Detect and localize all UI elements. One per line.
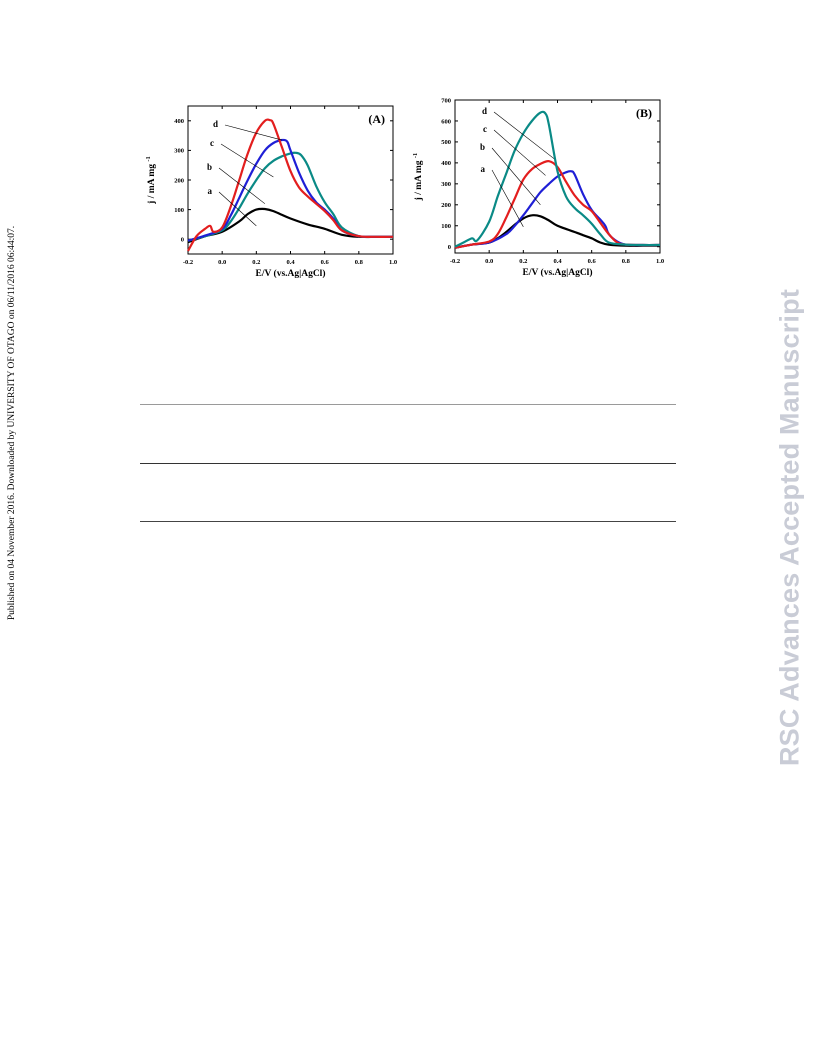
x-tick-label: 0.2 [252,259,260,266]
publication-stamp: Published on 04 November 2016. Downloade… [7,225,17,621]
annotation-label-d: d [213,119,218,129]
table-top-rule [140,404,676,405]
y-tick-label: 0 [181,237,184,244]
annotation-label-c: c [210,138,214,148]
y-tick-label: 100 [441,223,451,230]
annotation-pointer-b [491,147,541,205]
annotation-pointer-c [493,129,546,176]
x-tick-label: 0.4 [286,259,295,266]
x-tick-label: 0.0 [485,258,493,265]
x-tick-label: 0.2 [519,258,527,265]
annotation-pointer-c [220,143,274,178]
x-tick-label: 0.6 [588,258,597,265]
x-axis-label: E/V (vs.Ag|AgCl) [522,267,592,278]
y-tick-label: 400 [441,160,451,167]
y-tick-label: 700 [441,97,451,104]
x-tick-label: 0.8 [355,259,364,266]
journal-watermark: RSC Advances Accepted Manuscript [774,288,805,767]
table-header-rule [140,463,676,464]
y-tick-label: 100 [174,207,184,214]
series-line-d [187,118,394,252]
y-tick-label: 300 [174,148,184,155]
annotation-label-a: a [481,164,486,174]
annotation-label-b: b [480,142,485,152]
annotation-pointer-d [224,124,283,141]
y-tick-label: 200 [174,177,184,184]
y-tick-label: 500 [441,139,451,146]
series-line-b [187,151,394,242]
x-tick-label: 1.0 [656,258,664,265]
y-tick-label: 600 [441,118,451,125]
x-axis-label: E/V (vs.Ag|AgCl) [255,268,325,279]
y-axis-label: j / mA mg -1 [145,156,157,205]
series-line-d [454,110,661,248]
x-tick-label: 0.4 [553,258,562,265]
series-line-b [454,170,661,249]
annotation-label-b: b [207,162,212,172]
series-line-a [187,207,393,244]
panel-label: (A) [368,112,385,126]
x-tick-label: 1.0 [389,259,397,266]
annotation-pointer-b [218,167,266,204]
panel-label: (B) [636,106,652,120]
x-tick-label: 0.6 [321,259,330,266]
x-tick-label: -0.2 [450,258,460,265]
table-bottom-rule [140,521,676,522]
x-tick-label: 0.8 [622,258,631,265]
annotation-pointer-a [218,191,257,227]
y-tick-label: 300 [441,181,451,188]
x-tick-label: 0.0 [218,259,226,266]
y-tick-label: 0 [448,244,451,251]
annotation-pointer-a [491,169,524,227]
y-tick-label: 400 [174,118,184,125]
annotation-label-a: a [208,186,213,196]
x-tick-label: -0.2 [183,259,193,266]
series-line-c [187,138,394,242]
annotation-label-c: c [483,124,487,134]
figure-panel-b: -0.2 0.0 0.2 0.4 0.6 0.8 1.0 0 100 200 300 400 500 60… [412,97,664,278]
figure-panel-a: -0.2 0.0 0.2 0.4 0.6 0.8 1.0 0 100 200 300 400 a b cd (… [145,105,397,279]
y-axis-label: j / mA mg -1 [412,153,424,202]
y-tick-label: 200 [441,202,451,209]
annotation-label-d: d [482,106,487,116]
annotation-pointer-d [493,111,555,159]
